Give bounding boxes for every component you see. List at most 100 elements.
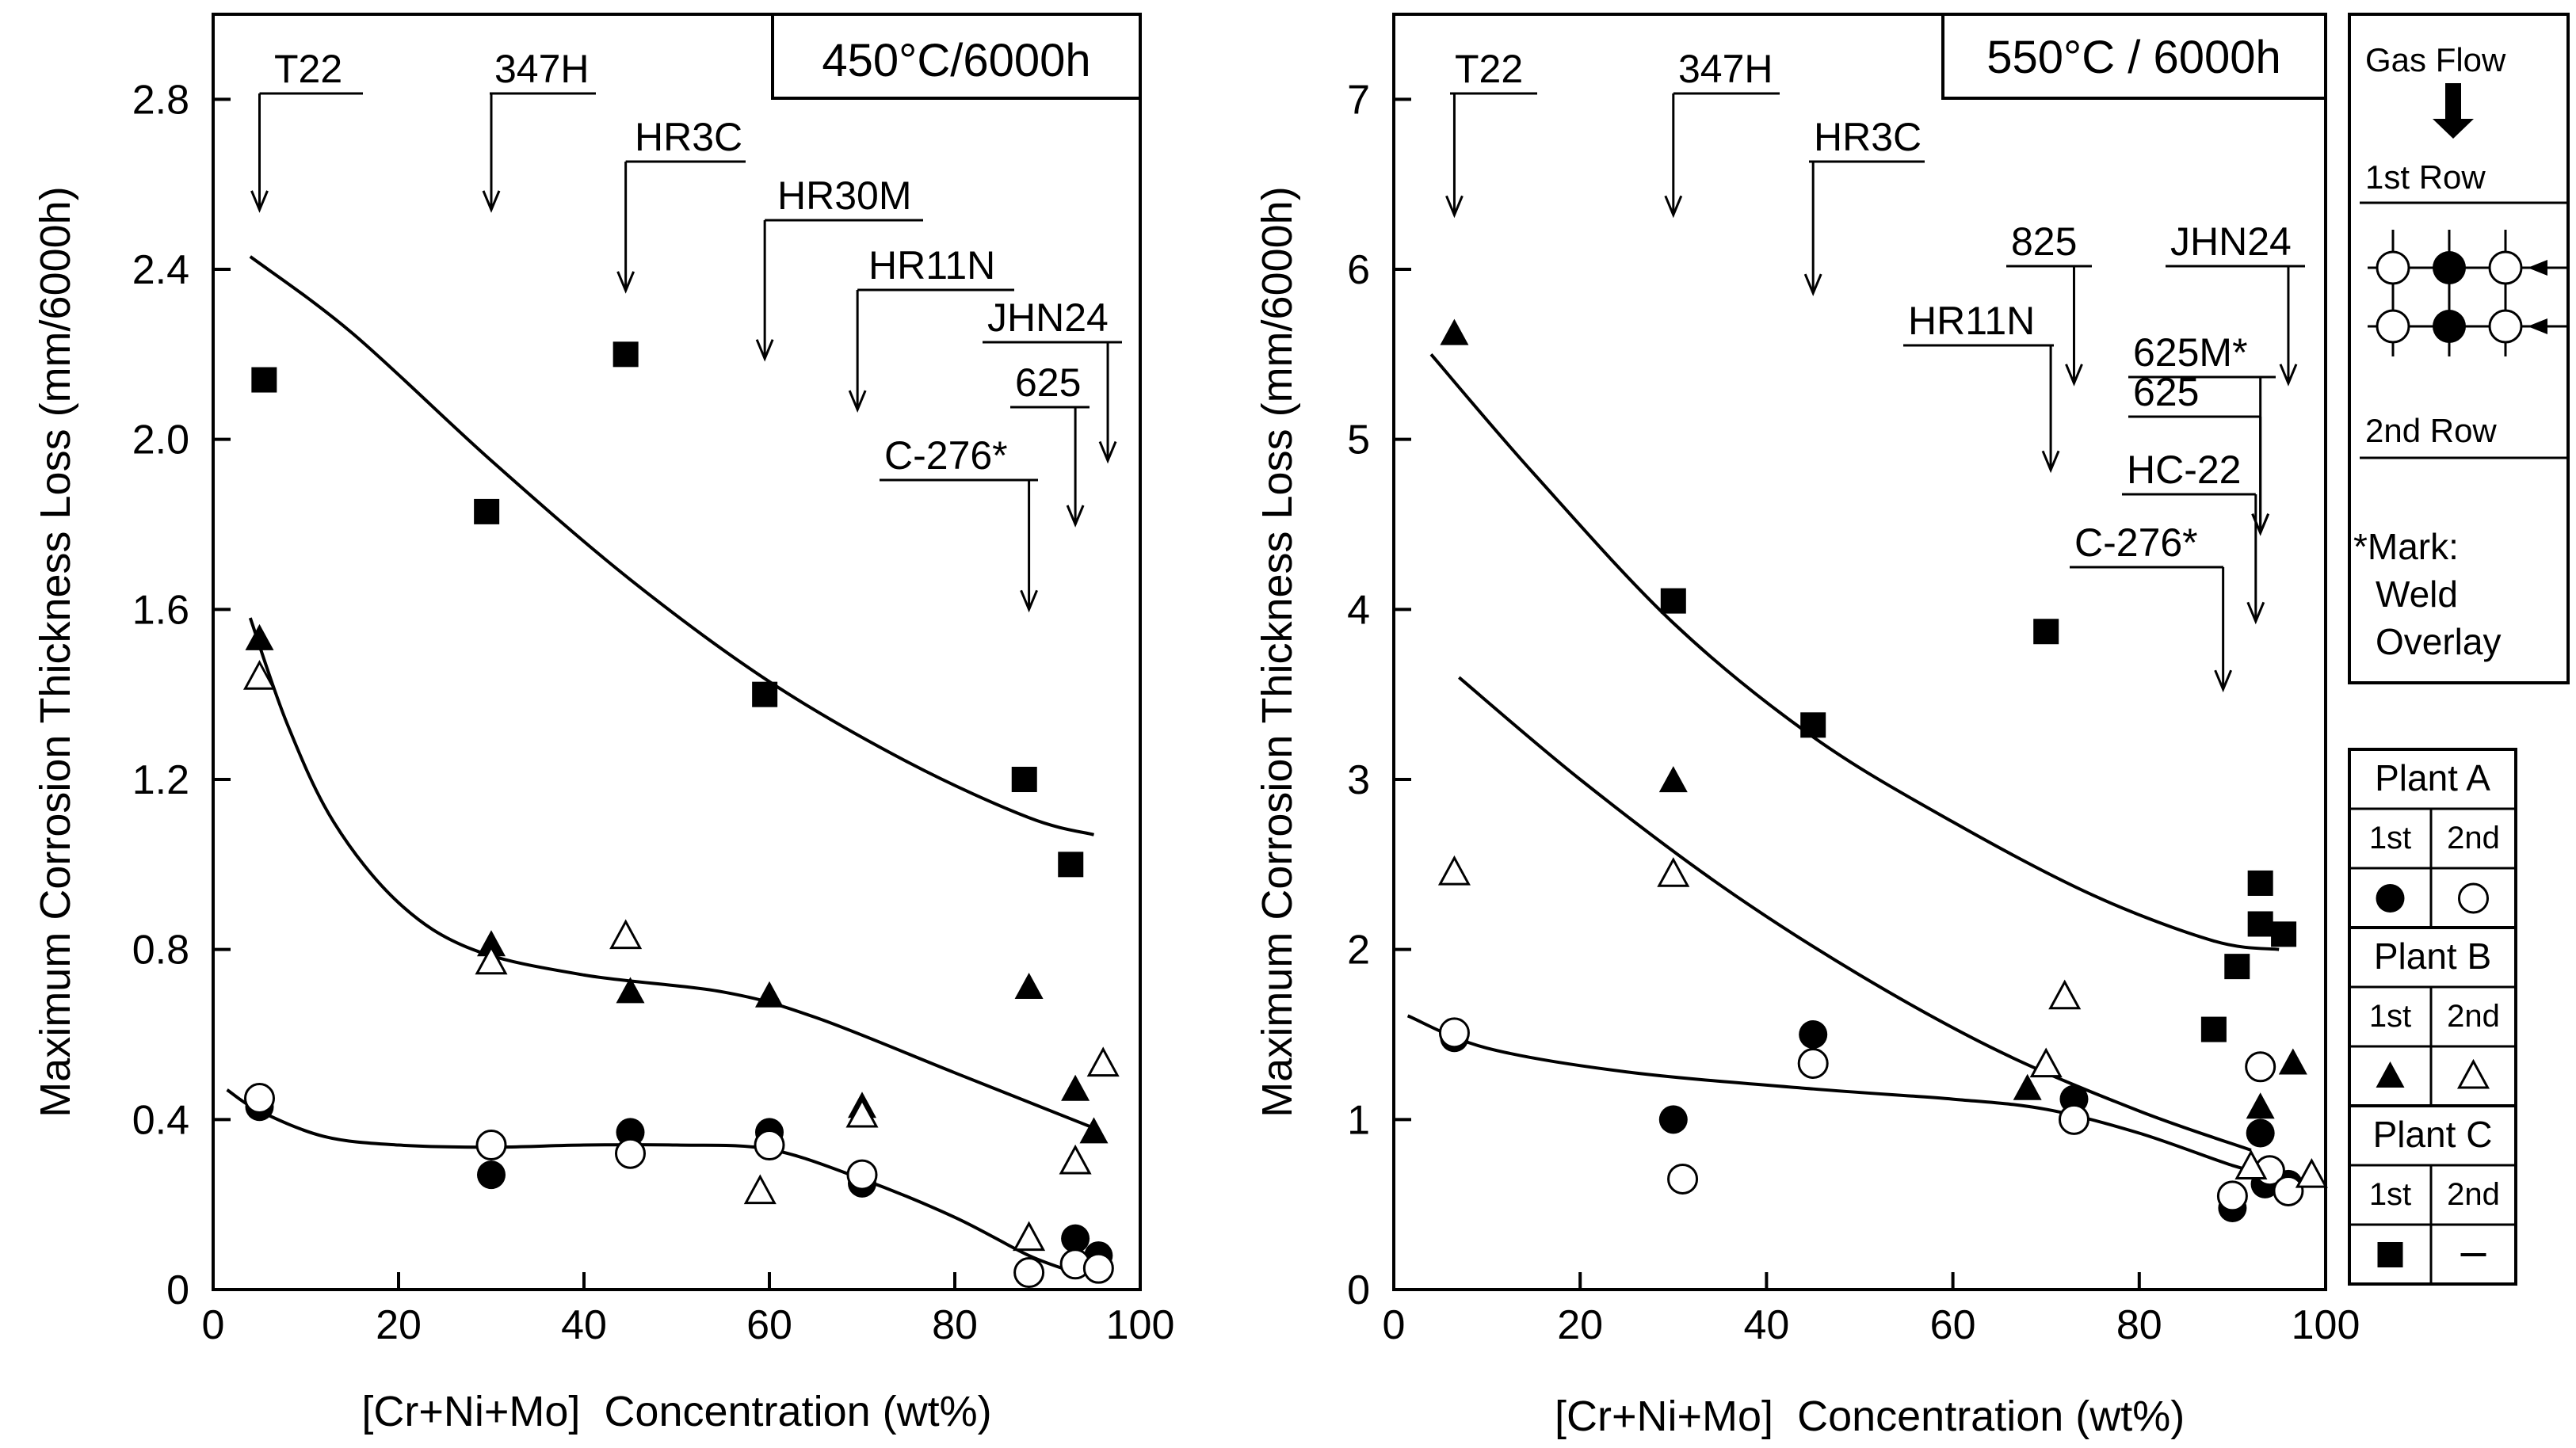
series-plant-c-1st — [1660, 588, 2297, 1042]
axis-ticks-550c: 0 20 40 60 80 100 0 1 2 3 4 5 6 7 — [1347, 77, 2360, 1348]
trend-curve-plant-b-trend — [1458, 676, 2252, 1152]
annotation-hr30m: HR30M — [755, 173, 923, 362]
y-tick-label: 0.8 — [132, 928, 189, 974]
y-tick-label: 2 — [1347, 928, 1370, 974]
annotation-hr11n: HR11N — [848, 243, 1014, 413]
y-tick-label: 2.0 — [132, 417, 189, 463]
data-point — [251, 367, 277, 393]
data-point — [2247, 870, 2273, 896]
tube-arrangement-diagram: Gas Flow 1st Row 2nd Row *Ma — [2348, 13, 2570, 684]
annotation-label: 625M* — [2133, 330, 2248, 375]
annotation-arrowhead — [2214, 669, 2233, 693]
annotation-label: 347H — [1678, 47, 1773, 91]
trend-curve-plant-b-trend — [248, 617, 1095, 1130]
annotation-arrowhead — [2279, 364, 2298, 387]
data-point — [2013, 1073, 2042, 1100]
x-tick-label: 0 — [202, 1302, 225, 1348]
annotation-hr3c: HR3C — [1803, 115, 1925, 296]
y-tick-label: 5 — [1347, 417, 1370, 463]
legend-symbol-1st — [2376, 884, 2405, 913]
annotation-label: HR3C — [1814, 115, 1922, 159]
data-point — [2273, 1175, 2304, 1206]
data-point — [609, 919, 643, 950]
legend-plant-title: Plant A — [2375, 757, 2490, 798]
data-point — [616, 1118, 645, 1147]
y-tick-label: 7 — [1347, 77, 1370, 123]
annotation-c276: C-276* — [2070, 520, 2233, 693]
data-point — [613, 341, 639, 368]
annotation-arrowhead — [755, 339, 774, 362]
annotation-label: HR11N — [1908, 299, 2035, 343]
series-plant-b-1st — [1440, 318, 2307, 1119]
data-point — [2216, 1180, 2248, 1212]
data-point — [1013, 1257, 1045, 1289]
chart-450c: 0 20 40 60 80 100 0 0.4 0.8 1.2 1.6 2.0 2.4 2.8 T22 34… — [32, 13, 1174, 1435]
x-tick-label: 100 — [2292, 1302, 2360, 1348]
weld-note-line2: Weld — [2376, 573, 2458, 615]
annotation-hc22: HC-22 — [2122, 448, 2265, 625]
markers-450c — [242, 341, 1120, 1289]
data-point — [754, 1130, 785, 1161]
data-point — [845, 1097, 879, 1128]
annotation-label: T22 — [274, 47, 342, 91]
data-point — [2246, 1092, 2275, 1119]
x-axis-label-450c: [Cr+Ni+Mo] Concentration (wt%) — [361, 1388, 991, 1435]
data-point — [1797, 1047, 1829, 1079]
annotation-jhn24: JHN24 — [983, 295, 1122, 464]
annotation-arrowhead — [1664, 195, 1683, 219]
legend-col-1st: 1st — [2369, 999, 2411, 1034]
series-plant-b-2nd — [1437, 855, 2328, 1188]
data-point — [616, 977, 645, 1004]
weld-note-line1: *Mark: — [2353, 526, 2459, 567]
annotation-jhn24: JHN24 — [2166, 219, 2305, 387]
x-tick-label: 80 — [932, 1302, 978, 1348]
data-point — [1800, 712, 1826, 738]
data-point — [244, 1083, 275, 1114]
second-row-label: 2nd Row — [2365, 412, 2497, 449]
annotation-label: 347H — [494, 47, 590, 91]
data-point — [2048, 979, 2082, 1010]
x-tick-label: 60 — [746, 1302, 792, 1348]
data-point — [743, 1174, 777, 1205]
series-plant-a-1st — [1440, 1020, 2303, 1222]
annotation-label: 625 — [2133, 370, 2199, 414]
annotation-label: C-276* — [2074, 520, 2198, 565]
y-tick-label: 1.2 — [132, 757, 189, 803]
gas-flow-arrow-icon — [2433, 83, 2474, 139]
plant-legend: Plant A 1st 2nd Plant B 1st 2nd Plant C 1st 2nd — [2348, 748, 2517, 1286]
annotation-t22: T22 — [1445, 47, 1537, 219]
data-point — [1799, 1020, 1828, 1049]
data-point — [1657, 857, 1690, 887]
annotation-825: 825 — [2006, 219, 2092, 387]
gas-flow-label: Gas Flow — [2365, 41, 2506, 78]
series-plant-b-1st — [245, 623, 1109, 1144]
annotation-arrowhead — [1066, 505, 1085, 528]
first-row-label: 1st Row — [2365, 158, 2486, 196]
trend-curve-plant-a-trend — [1406, 1014, 2270, 1176]
tube-bank-sketch — [2360, 201, 2570, 459]
y-tick-label: 3 — [1347, 757, 1370, 803]
data-point — [1658, 1105, 1688, 1134]
annotation-label: JHN24 — [2170, 219, 2292, 264]
annotation-625: 625 — [2128, 370, 2270, 536]
data-point — [1437, 855, 1471, 886]
data-point — [1014, 972, 1044, 999]
data-point — [1061, 1074, 1090, 1101]
legend-symbol-2nd — [2456, 1058, 2490, 1089]
series-plant-c-1st — [251, 341, 1084, 878]
data-point — [1013, 1221, 1046, 1252]
annotation-arrowhead — [2246, 601, 2265, 625]
legend-plant-title: Plant B — [2374, 935, 2491, 977]
data-point — [1658, 766, 1688, 793]
data-point — [1058, 852, 1084, 878]
data-point — [242, 660, 277, 690]
annotation-625: 625 — [1010, 360, 1090, 528]
trend-curves-450c — [226, 255, 1095, 1275]
series-plant-a-2nd — [244, 1083, 1114, 1289]
annotation-arrowhead — [1020, 589, 1038, 613]
legend-frame — [2348, 748, 2517, 1286]
x-tick-label: 80 — [2116, 1302, 2162, 1348]
y-tick-label: 1 — [1347, 1097, 1370, 1143]
y-tick-label: 0.4 — [132, 1097, 189, 1143]
plot-frame-450c — [212, 13, 1142, 1291]
